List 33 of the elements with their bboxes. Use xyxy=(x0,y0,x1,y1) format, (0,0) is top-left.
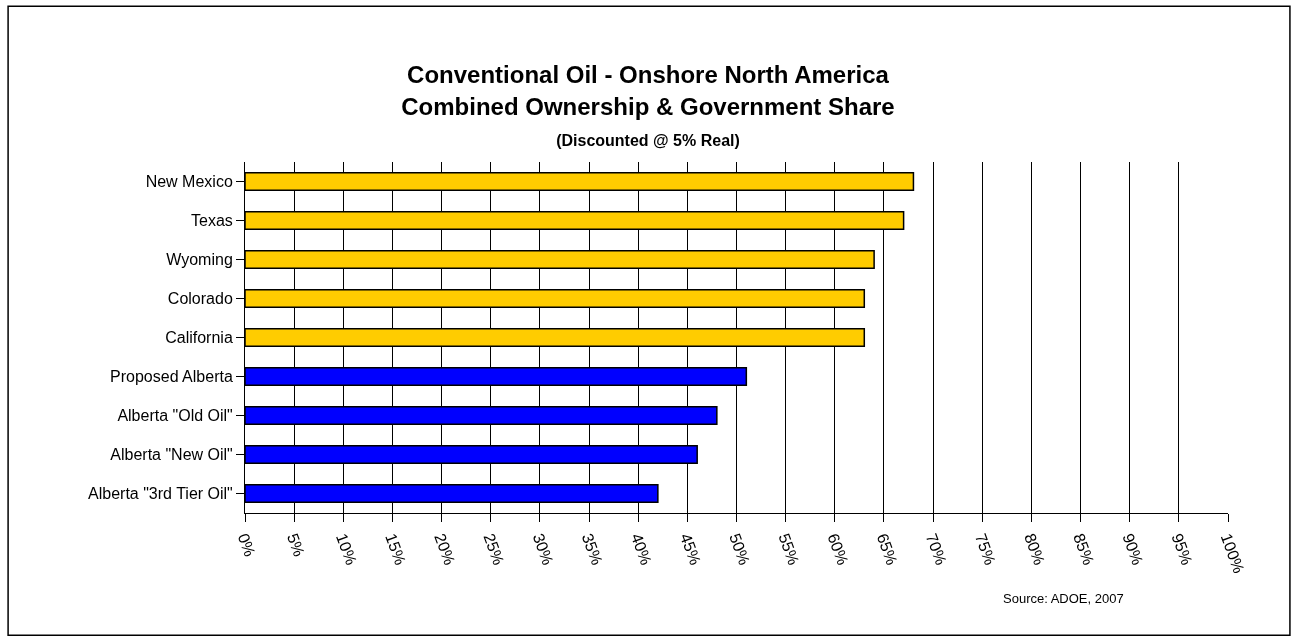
source-note: Source: ADOE, 2007 xyxy=(1003,591,1124,606)
x-tick-label: 0% xyxy=(234,531,259,559)
x-tick-label: 45% xyxy=(677,531,704,568)
x-tick-label: 100% xyxy=(1217,531,1248,576)
y-tick-label: Texas xyxy=(191,212,233,230)
x-tick-label: 75% xyxy=(971,531,999,568)
x-tick-label: 25% xyxy=(480,531,508,568)
x-tick-label: 60% xyxy=(824,531,852,568)
x-tick-label: 95% xyxy=(1168,531,1196,568)
x-tick-label: 20% xyxy=(431,531,459,568)
x-tick-label: 70% xyxy=(922,531,950,568)
y-tick-label: New Mexico xyxy=(145,173,233,191)
x-tick-label: 5% xyxy=(283,531,308,559)
x-tick-label: 50% xyxy=(726,531,754,568)
y-tick-label: Alberta "Old Oil" xyxy=(117,407,233,425)
x-tick-label: 65% xyxy=(873,531,901,568)
x-tick-label: 80% xyxy=(1021,531,1048,568)
y-tick-label: Alberta "3rd Tier Oil" xyxy=(88,485,233,503)
x-tick-label: 85% xyxy=(1070,531,1098,568)
chart-subtitle: (Discounted @ 5% Real) xyxy=(556,131,740,149)
x-tick-label: 40% xyxy=(627,531,655,568)
x-tick-label: 90% xyxy=(1119,531,1147,568)
y-tick-label: Proposed Alberta xyxy=(110,368,233,386)
y-tick-label: Wyoming xyxy=(166,251,233,269)
x-tick-label: 35% xyxy=(578,531,606,568)
x-tick-label: 55% xyxy=(775,531,803,568)
chart-title: Conventional Oil - Onshore North America Combined Ownership & Government Share xyxy=(401,61,895,120)
x-tick-label: 15% xyxy=(382,531,410,568)
y-tick-label: Alberta "New Oil" xyxy=(110,446,233,464)
y-tick-label: Colorado xyxy=(167,290,233,308)
y-tick-label: California xyxy=(165,329,233,347)
x-tick-label: 10% xyxy=(332,531,360,568)
x-tick-label: 30% xyxy=(529,531,557,568)
